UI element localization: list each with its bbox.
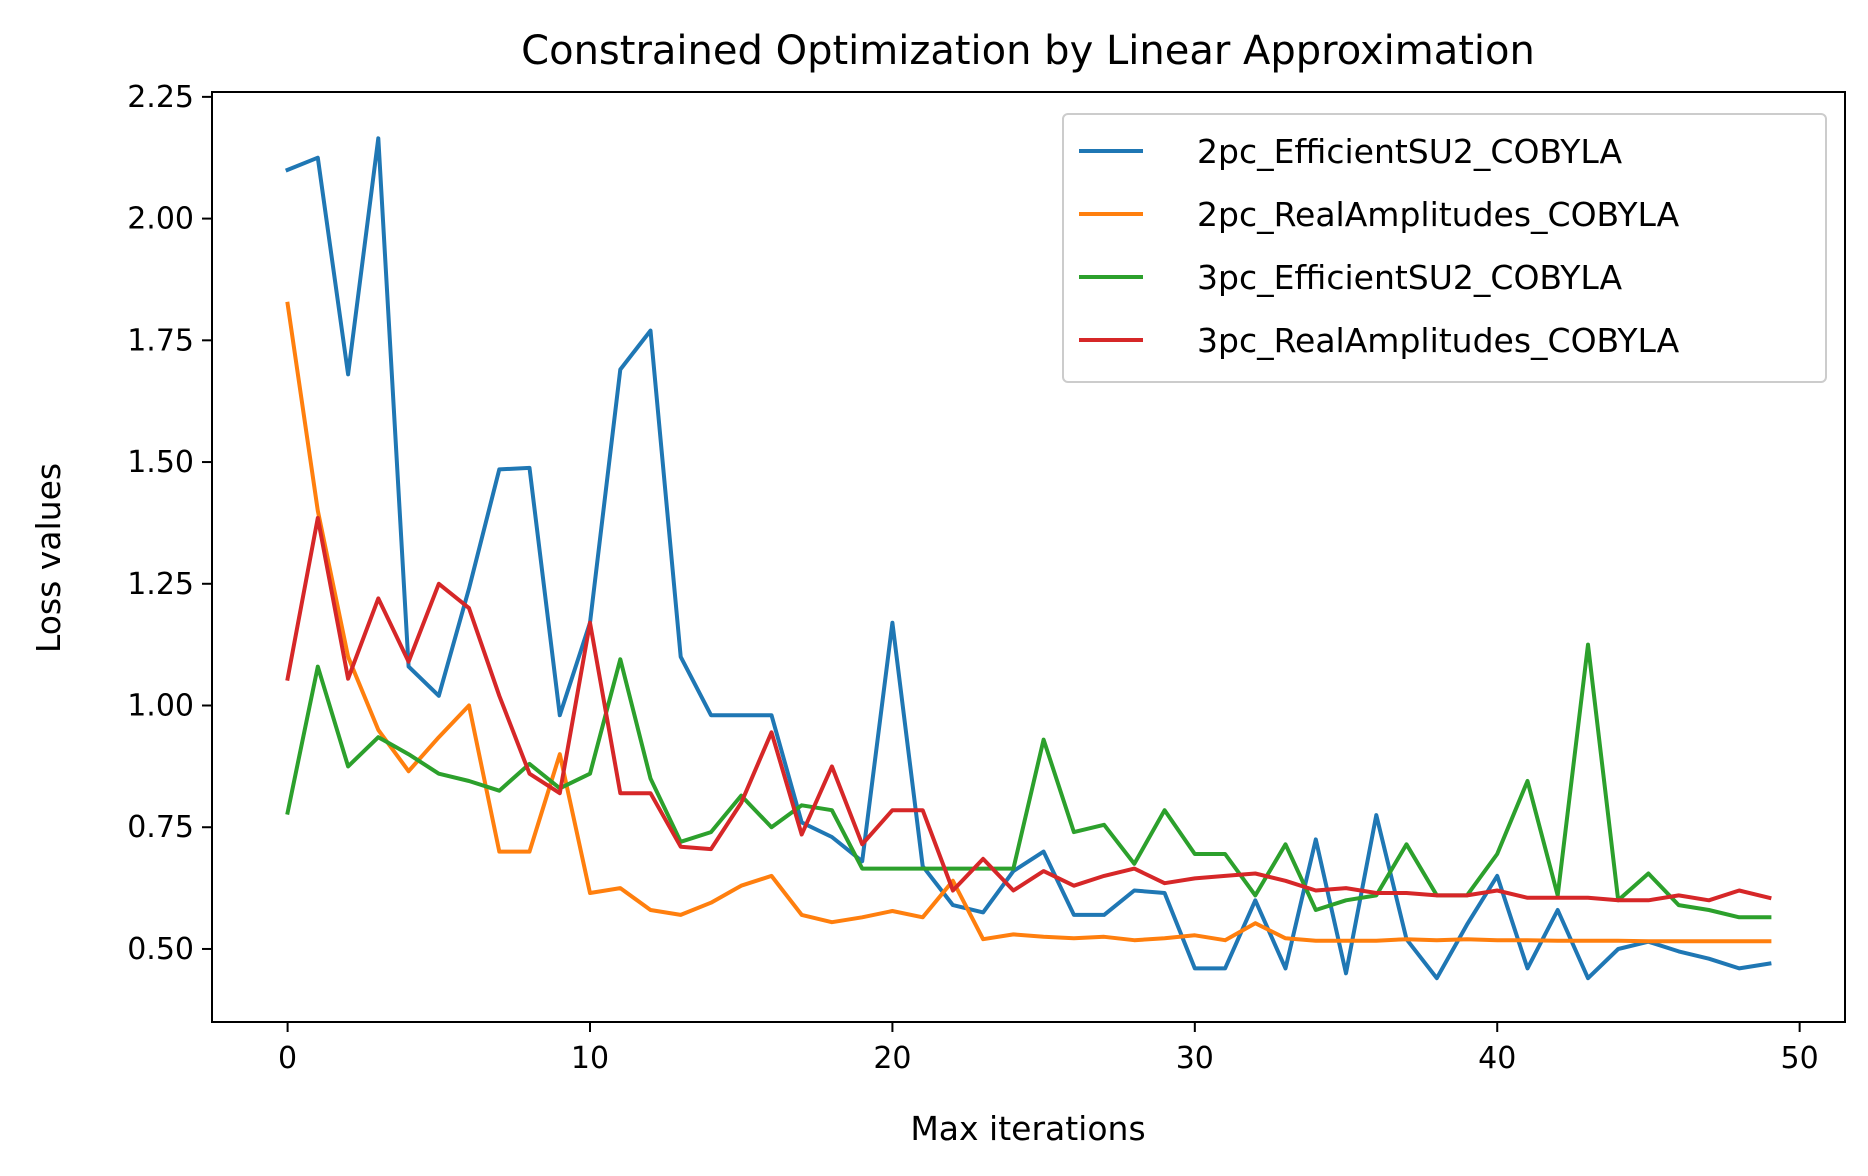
x-axis-label: Max iterations bbox=[910, 1109, 1145, 1148]
legend-label-2: 2pc_RealAmplitudes_COBYLA bbox=[1197, 195, 1680, 234]
axes-frame bbox=[211, 91, 1846, 1023]
x-tick-label: 10 bbox=[571, 1041, 609, 1076]
y-axis-label: Loss values bbox=[29, 463, 68, 653]
legend-label-3: 3pc_EfficientSU2_COBYLA bbox=[1197, 258, 1623, 297]
y-tick-label: 1.00 bbox=[127, 689, 194, 724]
plot-area bbox=[284, 136, 1772, 981]
y-tick-label: 1.75 bbox=[127, 323, 194, 358]
y-tick-label: 0.50 bbox=[127, 932, 194, 967]
legend: 2pc_EfficientSU2_COBYLA 2pc_RealAmplitude… bbox=[1062, 113, 1827, 383]
x-tick-label: 50 bbox=[1781, 1041, 1819, 1076]
y-tick-label: 1.50 bbox=[127, 445, 194, 480]
x-tick-label: 30 bbox=[1176, 1041, 1214, 1076]
series-line-1 bbox=[284, 136, 1772, 981]
series-line-3 bbox=[285, 642, 1772, 920]
series-line-4 bbox=[285, 516, 1772, 903]
series-line-2 bbox=[285, 301, 1772, 944]
legend-box bbox=[1062, 113, 1827, 383]
axes: 0 10 20 30 40 50 0.50 0.75 1.00 1.25 1.50 1.75 2.00 2… bbox=[127, 80, 1846, 1076]
x-tick-label: 40 bbox=[1478, 1041, 1516, 1076]
y-tick-label: 2.00 bbox=[127, 202, 194, 237]
legend-label-1: 2pc_EfficientSU2_COBYLA bbox=[1197, 132, 1623, 171]
x-tick-label: 0 bbox=[278, 1041, 297, 1076]
legend-label-4: 3pc_RealAmplitudes_COBYLA bbox=[1197, 321, 1680, 360]
y-tick-label: 0.75 bbox=[127, 810, 194, 845]
chart-title: Constrained Optimization by Linear Appro… bbox=[521, 28, 1535, 74]
x-tick-label: 20 bbox=[873, 1041, 911, 1076]
y-tick-label: 2.25 bbox=[127, 80, 194, 115]
y-tick-label: 1.25 bbox=[127, 567, 194, 602]
